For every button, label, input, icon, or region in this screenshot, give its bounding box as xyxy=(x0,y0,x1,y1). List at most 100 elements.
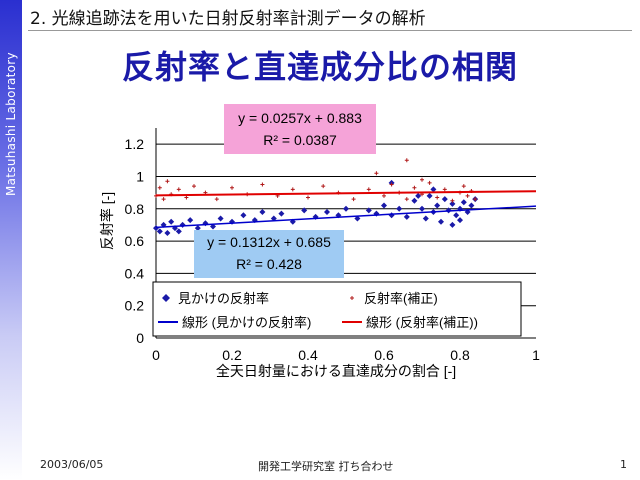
apparent-reflectance-point xyxy=(468,202,475,209)
apparent-reflectance-point xyxy=(324,209,330,215)
equation-corrected: y = 0.0257x + 0.883 xyxy=(238,110,362,126)
apparent-reflectance-point xyxy=(175,228,182,235)
corrected-reflectance-point xyxy=(382,193,386,198)
equation-apparent: y = 0.1312x + 0.685 xyxy=(207,234,331,250)
apparent-reflectance-point xyxy=(438,218,444,225)
legend-label-trend-corrected: 線形 (反射率(補正)) xyxy=(366,315,478,330)
x-tick-label: 0.8 xyxy=(450,347,470,363)
corrected-reflectance-point xyxy=(321,184,326,189)
corrected-reflectance-point xyxy=(366,187,371,192)
apparent-reflectance-point xyxy=(156,228,163,235)
footer-date: 2003/06/05 xyxy=(40,458,104,471)
y-tick-label: 0 xyxy=(136,330,144,346)
corrected-reflectance-point xyxy=(389,182,394,187)
y-tick-label: 0.2 xyxy=(125,298,145,314)
corrected-reflectance-point xyxy=(404,197,409,202)
apparent-reflectance-point xyxy=(381,202,387,209)
corrected-reflectance-point xyxy=(184,195,189,200)
apparent-reflectance-point xyxy=(422,215,429,222)
apparent-reflectance-point xyxy=(365,207,372,214)
corrected-reflectance-point xyxy=(374,171,379,176)
corrected-reflectance-point xyxy=(351,197,356,202)
slide-title: 反射率と直達成分比の相関 xyxy=(121,48,518,86)
apparent-reflectance-point xyxy=(449,221,456,228)
apparent-reflectance-point xyxy=(259,209,266,215)
apparent-reflectance-point xyxy=(415,192,422,199)
corrected-reflectance-point xyxy=(473,197,478,202)
corrected-reflectance-point xyxy=(176,187,181,192)
x-tick-label: 0.2 xyxy=(222,347,242,363)
apparent-reflectance-point xyxy=(434,202,441,209)
apparent-reflectance-point xyxy=(388,212,395,219)
legend-label-corrected: 反射率(補正) xyxy=(364,291,438,306)
corrected-reflectance-point xyxy=(214,197,219,202)
legend-marker-corrected xyxy=(350,296,354,300)
apparent-reflectance-point xyxy=(441,196,448,203)
apparent-reflectance-point xyxy=(301,207,308,214)
apparent-reflectance-point xyxy=(354,215,361,222)
corrected-reflectance-point xyxy=(404,158,409,163)
apparent-reflectance-point xyxy=(240,212,247,219)
x-tick-label: 0.4 xyxy=(298,347,318,363)
x-tick-label: 1 xyxy=(532,347,540,363)
apparent-reflectance-point xyxy=(426,192,433,199)
apparent-reflectance-point xyxy=(453,212,460,219)
apparent-reflectance-point xyxy=(194,225,201,232)
equation-box-corrected xyxy=(224,104,376,154)
corrected-reflectance-point xyxy=(450,198,455,203)
apparent-reflectance-point xyxy=(449,200,456,207)
footer-page-number: 1 xyxy=(620,458,627,471)
apparent-reflectance-point xyxy=(217,215,224,222)
apparent-reflectance-point xyxy=(187,217,194,224)
apparent-reflectance-point xyxy=(411,197,418,204)
y-tick-label: 0.4 xyxy=(125,265,145,281)
corrected-reflectance-point xyxy=(230,185,234,190)
x-tick-label: 0.6 xyxy=(374,347,394,363)
trendline-corrected xyxy=(155,190,537,197)
apparent-reflectance-point xyxy=(403,213,410,220)
apparent-reflectance-point xyxy=(457,217,463,224)
apparent-reflectance-point xyxy=(430,186,437,193)
legend-label-trend-apparent: 線形 (見かけの反射率) xyxy=(182,315,311,330)
side-bar: Matsuhashi Laboratory xyxy=(0,0,22,480)
section-title: 2. 光線追跡法を用いた日射反射率計測データの解析 xyxy=(30,9,426,29)
y-tick-label: 1 xyxy=(136,168,144,184)
equation-box-apparent xyxy=(194,230,344,278)
trendline-apparent xyxy=(155,205,537,229)
y-tick-label: 0.6 xyxy=(125,233,145,249)
apparent-reflectance-point xyxy=(278,210,285,217)
legend-marker-apparent xyxy=(162,294,170,302)
r-squared-corrected: R² = 0.0387 xyxy=(263,132,337,148)
apparent-reflectance-point xyxy=(168,218,175,225)
apparent-reflectance-point xyxy=(460,199,467,206)
corrected-reflectance-point xyxy=(290,187,295,192)
y-tick-label: 0.8 xyxy=(125,201,145,217)
corrected-reflectance-point xyxy=(260,182,265,187)
apparent-reflectance-point xyxy=(210,223,216,230)
corrected-reflectance-point xyxy=(157,185,162,190)
apparent-reflectance-point xyxy=(396,205,403,212)
apparent-reflectance-point xyxy=(164,230,171,236)
corrected-reflectance-point xyxy=(442,187,447,192)
x-axis-label: 全天日射量における直達成分の割合 [-] xyxy=(216,363,456,379)
corrected-reflectance-point xyxy=(306,195,310,200)
x-tick-label: 0 xyxy=(152,347,160,363)
corrected-reflectance-point xyxy=(165,179,170,184)
corrected-reflectance-point xyxy=(435,195,440,200)
legend-label-apparent: 見かけの反射率 xyxy=(178,291,269,306)
y-tick-label: 1.2 xyxy=(125,136,145,152)
legend-box xyxy=(152,281,522,337)
corrected-reflectance-point xyxy=(461,184,466,189)
apparent-reflectance-point xyxy=(343,205,349,212)
r-squared-apparent: R² = 0.428 xyxy=(236,256,302,272)
corrected-reflectance-point xyxy=(412,185,417,190)
corrected-reflectance-point xyxy=(465,193,470,198)
corrected-reflectance-point xyxy=(192,184,196,189)
corrected-reflectance-point xyxy=(427,180,432,185)
corrected-reflectance-point xyxy=(420,177,424,182)
corrected-reflectance-point xyxy=(161,197,166,202)
title-divider xyxy=(28,30,632,31)
y-axis-label: 反射率 [-] xyxy=(99,192,115,250)
footer-meeting: 開発工学研究室 打ち合わせ xyxy=(258,460,394,473)
